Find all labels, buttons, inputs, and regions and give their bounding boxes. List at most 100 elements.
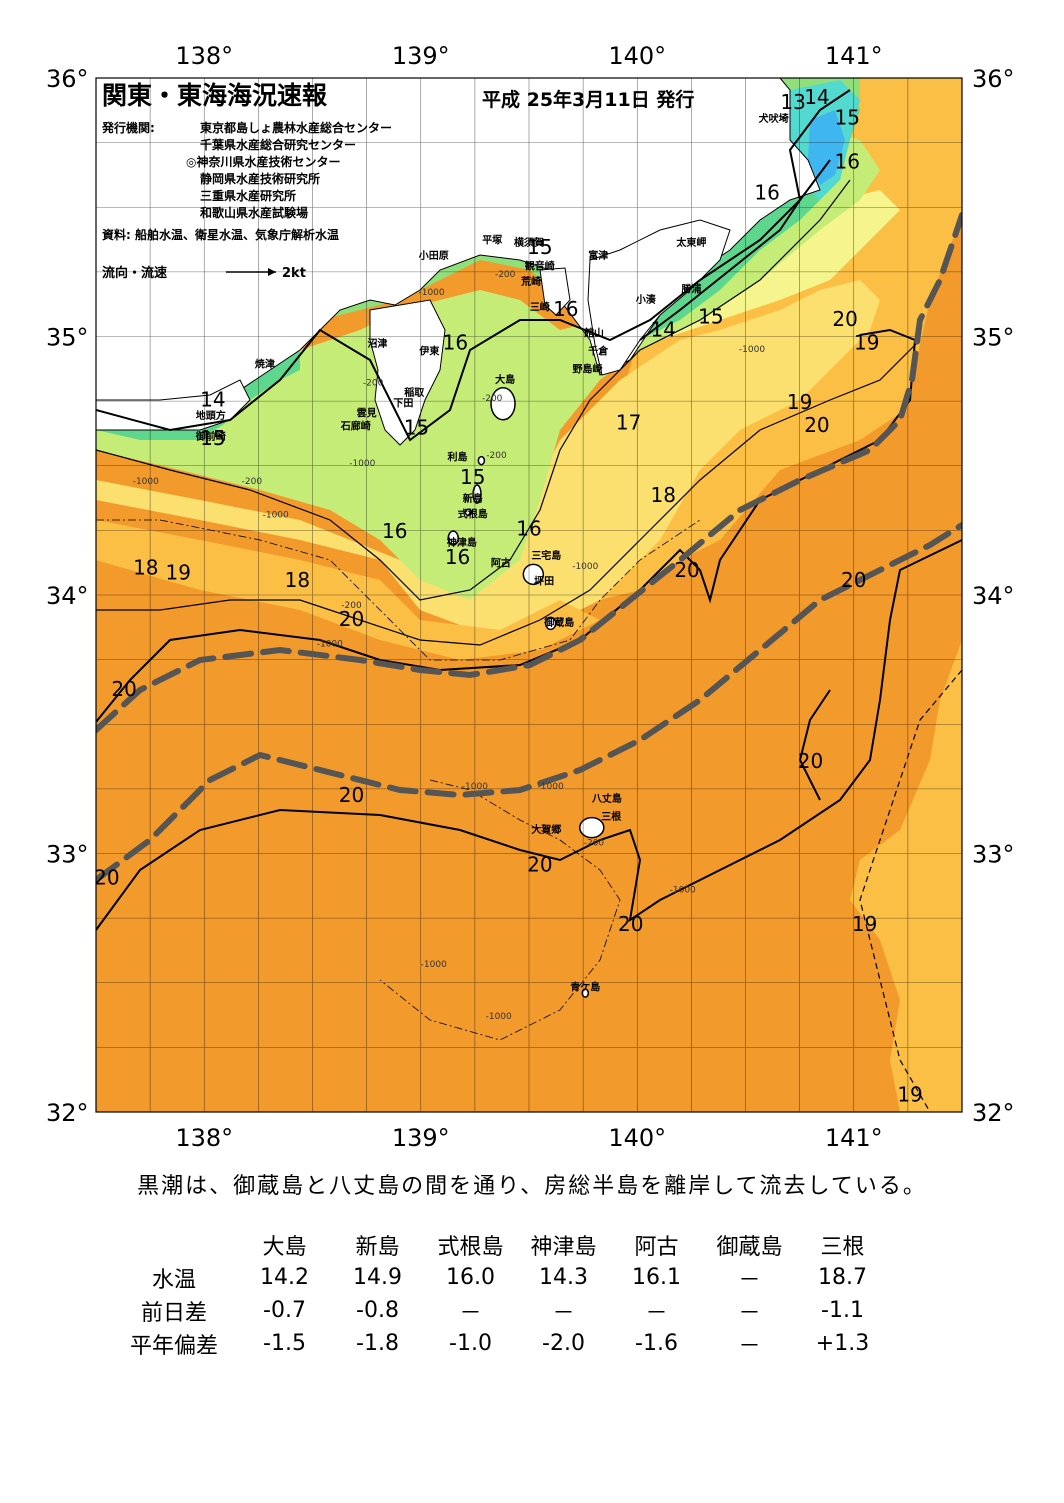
isotherm-label: 15 bbox=[404, 416, 429, 440]
isotherm-label: 19 bbox=[787, 390, 812, 414]
place-label: 焼津 bbox=[255, 358, 275, 371]
place-label: 石廊崎 bbox=[340, 420, 371, 433]
isotherm-label: 14 bbox=[200, 387, 225, 411]
isotherm-label: 15 bbox=[460, 465, 485, 489]
isotherm-label: 20 bbox=[618, 912, 643, 936]
place-label: 野島崎 bbox=[572, 363, 602, 376]
summary-text: 黒潮は、御蔵島と八丈島の間を通り、房総半島を離岸して流去している。 bbox=[137, 1174, 927, 1199]
sea-zone-18 bbox=[96, 280, 880, 640]
place-label: 阿古 bbox=[491, 557, 511, 570]
depth-label: -1000 bbox=[263, 510, 289, 520]
isotherm-label: 16 bbox=[516, 517, 541, 541]
latitude-label-right: 32° bbox=[972, 1099, 1015, 1127]
latitude-label-left: 35° bbox=[46, 324, 89, 352]
isotherm-label: 15 bbox=[835, 106, 860, 130]
isotherm-label: 19 bbox=[852, 912, 877, 936]
longitude-label-top: 138° bbox=[175, 42, 233, 70]
isotherm-label: 17 bbox=[616, 411, 641, 435]
isotherm-label: 20 bbox=[527, 853, 552, 877]
depth-label: -200 bbox=[482, 394, 503, 404]
place-label: 観音崎 bbox=[525, 259, 555, 272]
latitude-label-right: 36° bbox=[972, 65, 1015, 93]
place-label: 千倉 bbox=[588, 345, 609, 358]
place-label: 富津 bbox=[588, 249, 608, 262]
isotherm-1000m bbox=[96, 519, 701, 1041]
sea-zone-17 bbox=[520, 190, 900, 450]
isotherm-label: 16 bbox=[443, 330, 468, 354]
isotherm-label: 14 bbox=[651, 318, 676, 342]
table-cell: － bbox=[645, 1300, 668, 1326]
isotherm-label: 16 bbox=[835, 149, 860, 173]
isotherm-20-loop bbox=[798, 689, 831, 801]
column-header: 阿古 bbox=[634, 1234, 679, 1260]
row-label: 平年偏差 bbox=[129, 1333, 218, 1359]
place-label: 神津島 bbox=[447, 536, 477, 549]
sea-zone-19-west bbox=[96, 520, 600, 660]
place-label: 館山 bbox=[583, 327, 604, 340]
depth-label: -1000 bbox=[418, 288, 444, 298]
isotherm-label: 20 bbox=[339, 783, 364, 807]
column-header: 式根島 bbox=[437, 1234, 504, 1260]
longitude-label-bottom: 141° bbox=[825, 1124, 883, 1152]
depth-label: -200 bbox=[495, 270, 516, 280]
isotherm-label: 15 bbox=[200, 426, 225, 450]
isotherm-19-east bbox=[859, 669, 962, 1112]
depth-label: -1000 bbox=[572, 562, 598, 572]
isotherm-label: 20 bbox=[339, 607, 364, 631]
isotherm-label: 20 bbox=[841, 568, 866, 592]
depth-label: -200 bbox=[486, 451, 507, 461]
arrow-head-icon bbox=[268, 268, 276, 276]
isotherm-label: 18 bbox=[651, 483, 676, 507]
isotherm-label: 20 bbox=[832, 307, 857, 331]
kuroshio-axis-south bbox=[96, 522, 962, 883]
islands bbox=[447, 386, 605, 998]
column-header: 大島 bbox=[262, 1234, 307, 1260]
longitude-label-bottom: 138° bbox=[175, 1124, 233, 1152]
isotherm-label: 16 bbox=[445, 545, 470, 569]
map-area: -200 -1000 -200 -1000 -200 -200 -200 -1000 -1000… bbox=[46, 42, 1015, 1152]
isotherm-label: 20 bbox=[804, 413, 829, 437]
place-label: 式根島 bbox=[458, 507, 488, 520]
place-label: 三宅島 bbox=[531, 549, 561, 562]
isotherm-label: 15 bbox=[527, 235, 552, 259]
flow-legend-unit: 2kt bbox=[282, 266, 306, 281]
isotherm-18 bbox=[96, 339, 921, 646]
isotherm-label: 16 bbox=[754, 180, 779, 204]
isotherm-20-south bbox=[96, 539, 962, 931]
table-cell: -0.7 bbox=[263, 1298, 306, 1323]
table-cell: － bbox=[738, 1267, 761, 1293]
latitude-label-right: 34° bbox=[972, 582, 1015, 610]
latitude-label-right: 35° bbox=[972, 324, 1015, 352]
table-cell: -1.8 bbox=[356, 1331, 399, 1356]
latitude-label-left: 33° bbox=[46, 841, 89, 869]
depth-label: -1000 bbox=[486, 1012, 512, 1022]
isotherm-label: 15 bbox=[698, 305, 723, 329]
place-label: 利島 bbox=[448, 451, 468, 464]
table-corner bbox=[110, 1228, 238, 1261]
isotherm-label: 19 bbox=[854, 330, 879, 354]
place-label: 青ケ島 bbox=[570, 981, 600, 994]
isotherm-label: 19 bbox=[166, 560, 191, 584]
longitude-label-bottom: 140° bbox=[608, 1124, 666, 1152]
place-label: 御蔵島 bbox=[543, 616, 574, 629]
table-cell: 16.0 bbox=[446, 1265, 495, 1290]
isotherm-label: 18 bbox=[133, 555, 158, 579]
table-cell: － bbox=[552, 1300, 575, 1326]
land-miura bbox=[539, 267, 571, 316]
place-label: 八丈島 bbox=[591, 792, 622, 805]
table-cell: － bbox=[459, 1300, 482, 1326]
table-row: 前日差 -0.7 -0.8 － － － － -1.1 bbox=[110, 1294, 889, 1327]
place-label: 稲取 bbox=[404, 386, 425, 399]
publisher-1: 東京都島しょ農林水産総合センター bbox=[200, 120, 392, 135]
place-label: 横須賀 bbox=[514, 236, 544, 249]
publisher-3: ◎神奈川県水産技術センター bbox=[186, 154, 340, 169]
island-shikinejima bbox=[464, 508, 473, 517]
place-label: 荒崎 bbox=[520, 275, 541, 288]
depth-label: -200 bbox=[363, 379, 384, 389]
isotherm-label: 20 bbox=[94, 866, 119, 890]
sea-zone-16 bbox=[96, 130, 880, 600]
map-frame bbox=[95, 77, 963, 1113]
isotherm-14 bbox=[639, 89, 851, 341]
table-cell: -2.0 bbox=[542, 1331, 585, 1356]
